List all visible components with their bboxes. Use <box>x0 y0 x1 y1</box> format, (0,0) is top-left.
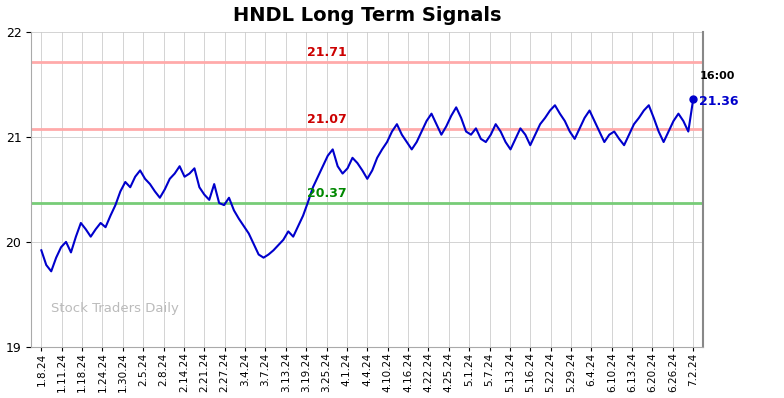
Text: 21.36: 21.36 <box>699 95 739 107</box>
Text: 16:00: 16:00 <box>699 71 735 81</box>
Text: 21.71: 21.71 <box>307 46 347 59</box>
Text: 20.37: 20.37 <box>307 187 347 200</box>
Title: HNDL Long Term Signals: HNDL Long Term Signals <box>233 6 502 25</box>
Text: 21.07: 21.07 <box>307 113 347 126</box>
Text: Stock Traders Daily: Stock Traders Daily <box>51 302 180 316</box>
